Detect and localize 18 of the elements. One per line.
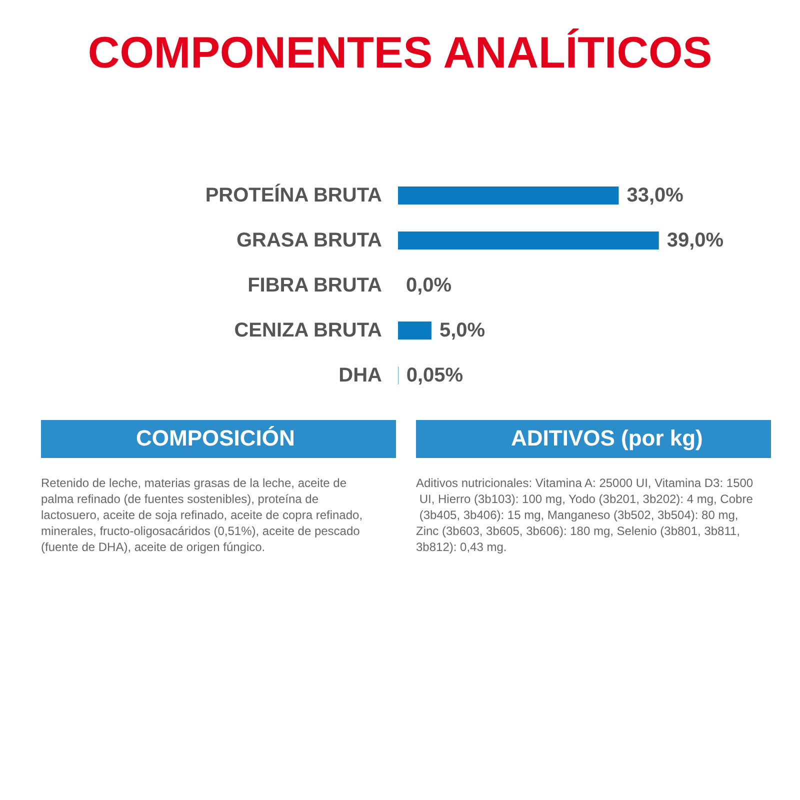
y-tick-label: FIBRA BRUTA (248, 274, 382, 296)
y-tick-label: DHA (338, 364, 382, 386)
y-tick-label: GRASA BRUTA (236, 230, 382, 252)
bar (398, 186, 619, 204)
data-label: 0,0% (406, 274, 452, 296)
data-label: 33,0% (626, 184, 684, 206)
y-tick-label: PROTEÍNA BRUTA (205, 184, 382, 206)
text: ADITIVOS (por kg) (511, 426, 703, 450)
text: Aditivos nutricionales: Vitamina A: 25000 UI, Vitamina D3: 1500 UI, Hierro (3b103): 100 mg, Yodo (3b201, 3b202): 4 mg, Cobre (3b405, 3b406): 15 mg, Manganeso (3b502, 3b504): 80 mg, Zinc (3b603, 3b605, 3b606): 180 mg, Selenio (3b801, 3b811, 3b812): 0,43 mg. (416, 476, 754, 554)
data-label: 39,0% (666, 230, 724, 252)
y-tick-label: CENIZA BRUTA (234, 320, 382, 342)
bar (398, 322, 432, 340)
chart-title: COMPONENTES ANALÍTICOS (88, 28, 712, 78)
text: Retenido de leche, materias grasas de la leche, aceite de palma refinado (de fuentes sostenibles), proteína de lactosuero, aceite de soja refinado, aceite de copra refinado, minerales, fructo-oligosacáridos (0,51%), aceite de pescado (fuente de DHA), aceite de origen fúngico. (41, 476, 366, 554)
bar (398, 232, 659, 250)
text: COMPOSICIÓN (136, 426, 295, 450)
data-label: 0,05% (406, 364, 464, 386)
data-label: 5,0% (439, 320, 486, 342)
